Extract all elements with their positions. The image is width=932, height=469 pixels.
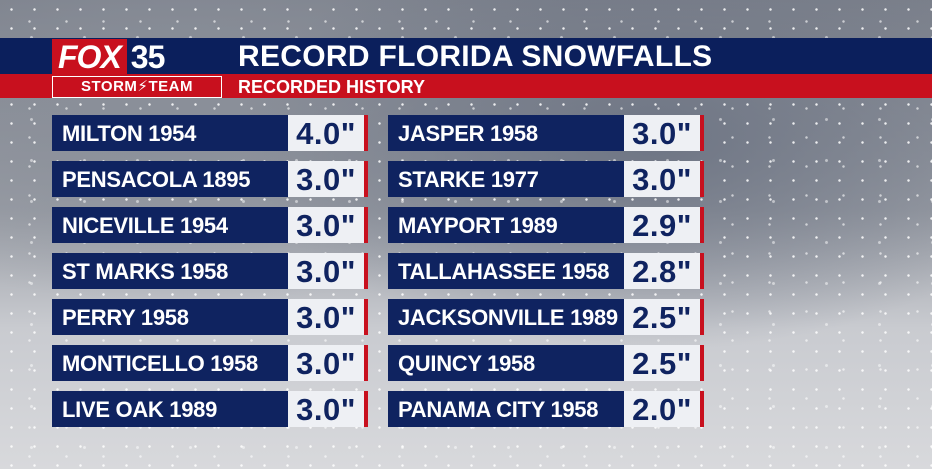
location-label: TALLAHASSEE 1958: [388, 253, 624, 289]
table-row: NICEVILLE 1954 3.0": [52, 207, 368, 243]
logo-channel: 35: [130, 39, 166, 75]
table-row: JACKSONVILLE 1989 2.5": [388, 299, 704, 335]
snowfall-value: 3.0": [288, 253, 368, 289]
table-row: ST MARKS 1958 3.0": [52, 253, 368, 289]
snowfall-value: 2.8": [624, 253, 704, 289]
header-bar: [0, 38, 932, 74]
location-label: PERRY 1958: [52, 299, 288, 335]
snowfall-value: 3.0": [624, 161, 704, 197]
snowfall-value: 3.0": [288, 161, 368, 197]
snowfall-value: 3.0": [288, 391, 368, 427]
snowfall-value: 3.0": [288, 299, 368, 335]
location-label: STARKE 1977: [388, 161, 624, 197]
location-label: QUINCY 1958: [388, 345, 624, 381]
snowfall-value: 3.0": [288, 207, 368, 243]
table-row: QUINCY 1958 2.5": [388, 345, 704, 381]
table-row: MONTICELLO 1958 3.0": [52, 345, 368, 381]
left-column: MILTON 1954 4.0" PENSACOLA 1895 3.0" NIC…: [52, 115, 368, 437]
table-row: PERRY 1958 3.0": [52, 299, 368, 335]
snowfall-value: 3.0": [288, 345, 368, 381]
right-column: JASPER 1958 3.0" STARKE 1977 3.0" MAYPOR…: [388, 115, 704, 437]
location-label: MILTON 1954: [52, 115, 288, 151]
location-label: PENSACOLA 1895: [52, 161, 288, 197]
location-label: JASPER 1958: [388, 115, 624, 151]
table-row: PENSACOLA 1895 3.0": [52, 161, 368, 197]
snowfall-value: 2.5": [624, 345, 704, 381]
logo-brand: FOX: [52, 39, 127, 75]
location-label: MAYPORT 1989: [388, 207, 624, 243]
snowfall-value: 3.0": [624, 115, 704, 151]
fox35-storm-team-logo: FOX 35 STORM⚡TEAM: [52, 38, 222, 98]
snowfall-value: 2.9": [624, 207, 704, 243]
page-title: RECORD FLORIDA SNOWFALLS: [238, 40, 713, 73]
logo-top: FOX 35: [52, 38, 222, 76]
table-row: PANAMA CITY 1958 2.0": [388, 391, 704, 427]
snowfall-value: 2.0": [624, 391, 704, 427]
table-row: LIVE OAK 1989 3.0": [52, 391, 368, 427]
page-subtitle: RECORDED HISTORY: [238, 77, 426, 97]
location-label: ST MARKS 1958: [52, 253, 288, 289]
table-row: MILTON 1954 4.0": [52, 115, 368, 151]
table-row: STARKE 1977 3.0": [388, 161, 704, 197]
table-row: TALLAHASSEE 1958 2.8": [388, 253, 704, 289]
snowfall-value: 2.5": [624, 299, 704, 335]
location-label: JACKSONVILLE 1989: [388, 299, 624, 335]
logo-team: STORM⚡TEAM: [52, 76, 222, 98]
location-label: MONTICELLO 1958: [52, 345, 288, 381]
table-row: JASPER 1958 3.0": [388, 115, 704, 151]
snowfall-value: 4.0": [288, 115, 368, 151]
location-label: LIVE OAK 1989: [52, 391, 288, 427]
location-label: PANAMA CITY 1958: [388, 391, 624, 427]
table-row: MAYPORT 1989 2.9": [388, 207, 704, 243]
location-label: NICEVILLE 1954: [52, 207, 288, 243]
